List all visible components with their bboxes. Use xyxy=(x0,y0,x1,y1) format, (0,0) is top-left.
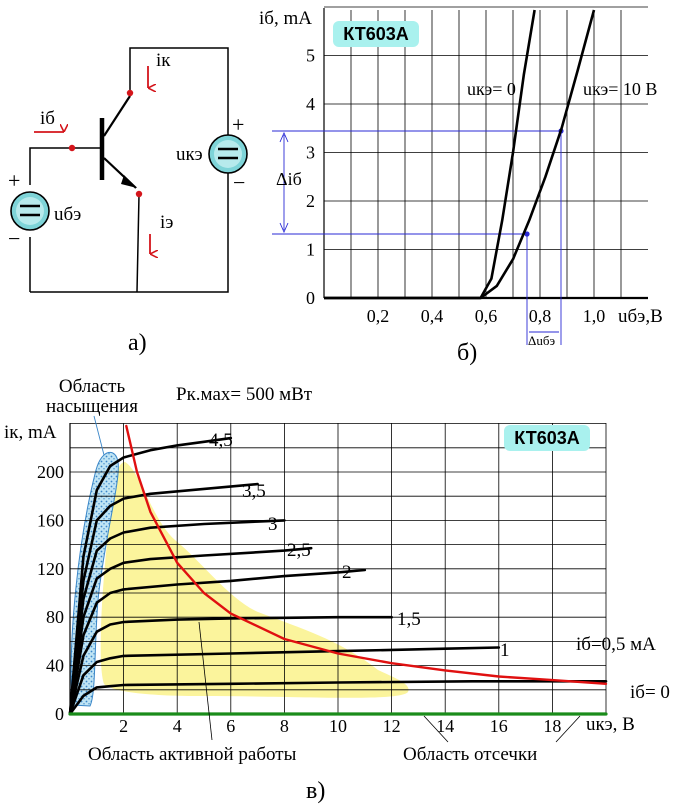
output-curve-label: 3,5 xyxy=(242,481,266,502)
output-x-tick-label: 14 xyxy=(436,716,454,736)
input-y-tick-label: 3 xyxy=(306,143,315,163)
caption-b: б) xyxy=(457,340,477,366)
emitter-terminal xyxy=(135,190,143,198)
output-y-tick-label: 120 xyxy=(37,559,64,579)
cutoff-region-label: Область отсечки xyxy=(403,744,537,765)
input-y-tick-label: 0 xyxy=(306,288,315,308)
input-chart-x-label: uбэ,В xyxy=(618,306,663,327)
input-x-tick-label: 0,6 xyxy=(475,306,498,326)
ube-minus-sign: − xyxy=(8,226,20,251)
caption-c: в) xyxy=(306,778,325,804)
output-curve-line xyxy=(68,436,233,716)
input-chart-badge: КТ603А xyxy=(343,24,408,44)
input-y-tick-label: 1 xyxy=(306,240,315,260)
output-curve-label: 1 xyxy=(500,640,510,661)
output-curve-line xyxy=(68,519,286,716)
output-curve-line xyxy=(68,615,393,716)
base-current-label: iб xyxy=(40,108,55,129)
ube-plus-sign: + xyxy=(8,168,20,193)
input-characteristics-chart: 0 1 2 3 4 5 0,2 0,4 0,6 0,8 1,0 КТ603А iб, mA uбэ,… xyxy=(259,6,663,366)
uke-plus-sign: + xyxy=(232,112,244,137)
output-curve-label: iб= 0 xyxy=(630,682,670,703)
max-power-hyperbola xyxy=(125,424,608,685)
output-curve-line xyxy=(68,568,367,716)
output-curve-label: 3 xyxy=(268,514,278,535)
output-curve-line xyxy=(68,680,608,716)
output-curve-label: 2 xyxy=(342,562,352,583)
input-curve-line xyxy=(324,9,536,300)
input-chart-badge-bg xyxy=(333,21,419,47)
uke-label: uкэ xyxy=(176,144,203,165)
output-x-tick-label: 4 xyxy=(173,716,182,736)
output-y-tick-label: 200 xyxy=(37,462,64,482)
input-y-tick-label: 2 xyxy=(306,191,315,211)
active-region-fill xyxy=(100,462,409,698)
saturation-region-label: Область насыщения xyxy=(46,376,138,417)
output-y-tick-label: 160 xyxy=(37,510,64,530)
input-x-tick-label: 0,8 xyxy=(529,306,552,326)
output-chart-y-label: iк, mA xyxy=(4,422,57,443)
active-region-label: Область активной работы xyxy=(88,744,297,765)
saturation-pointer xyxy=(93,415,105,456)
pmax-label: Pк.мах= 500 мВт xyxy=(176,384,313,405)
output-x-tick-label: 2 xyxy=(119,716,128,736)
collector-current-label: iк xyxy=(156,50,171,71)
output-x-tick-label: 10 xyxy=(329,716,347,736)
output-curve-label: iб=0,5 мА xyxy=(576,634,656,655)
output-x-tick-label: 6 xyxy=(226,716,235,736)
transistor-circuit: iк iб iэ uкэ uбэ + − + − а) xyxy=(8,47,248,356)
input-y-tick-label: 4 xyxy=(306,94,315,114)
input-curve-line xyxy=(324,9,596,300)
input-curves xyxy=(324,9,596,300)
output-curve-line xyxy=(68,546,313,716)
caption-a: а) xyxy=(128,330,147,356)
delta-ib-label: Δiб xyxy=(276,169,302,189)
cutoff-pointer-left xyxy=(423,715,449,743)
output-x-tick-label: 16 xyxy=(490,716,508,736)
delta-helper-lines xyxy=(272,128,564,345)
input-x-tick-label: 1,0 xyxy=(583,306,606,326)
cutoff-pointer-right xyxy=(555,715,581,743)
ube-voltage-source xyxy=(10,191,50,231)
base-terminal xyxy=(68,144,76,152)
curve-label-uke-0: uкэ= 0 xyxy=(467,79,516,99)
delta-ube-label: Δuбэ xyxy=(528,333,555,348)
output-curve-line xyxy=(68,646,501,716)
input-chart-grid xyxy=(324,6,648,298)
output-x-tick-label: 8 xyxy=(280,716,289,736)
collector-terminal xyxy=(126,89,134,97)
output-y-tick-label: 80 xyxy=(46,607,64,627)
output-chart-badge-bg xyxy=(504,425,590,451)
output-chart-x-label: uкэ, В xyxy=(586,714,635,735)
output-characteristics-chart: 0 40 80 120 160 200 2 4 6 8 10 12 14 16 18 4,5 3,53 2,5 2… xyxy=(4,376,670,804)
output-x-tick-label: 12 xyxy=(383,716,401,736)
output-chart-badge: КТ603А xyxy=(514,428,579,448)
emitter-current-label: iэ xyxy=(160,212,173,233)
output-x-tick-label: 18 xyxy=(543,716,561,736)
output-curve-line xyxy=(68,482,259,716)
output-y-tick-label: 0 xyxy=(55,704,64,724)
output-y-tick-label: 40 xyxy=(46,656,64,676)
output-curve-label: 1,5 xyxy=(397,609,421,630)
active-region-pointer xyxy=(198,621,213,741)
uke-minus-sign: − xyxy=(233,170,245,195)
input-x-tick-label: 0,2 xyxy=(367,306,390,326)
uke-voltage-source xyxy=(208,134,248,174)
output-curve-label: 2,5 xyxy=(287,540,311,561)
output-curve-label: 4,5 xyxy=(209,430,233,451)
input-x-tick-label: 0,4 xyxy=(421,306,444,326)
input-y-tick-label: 5 xyxy=(306,46,315,66)
ube-label: uбэ xyxy=(54,204,81,225)
curve-label-uke-10: uкэ= 10 В xyxy=(583,79,657,99)
input-chart-y-label: iб, mA xyxy=(259,8,312,29)
output-curves xyxy=(68,424,608,716)
